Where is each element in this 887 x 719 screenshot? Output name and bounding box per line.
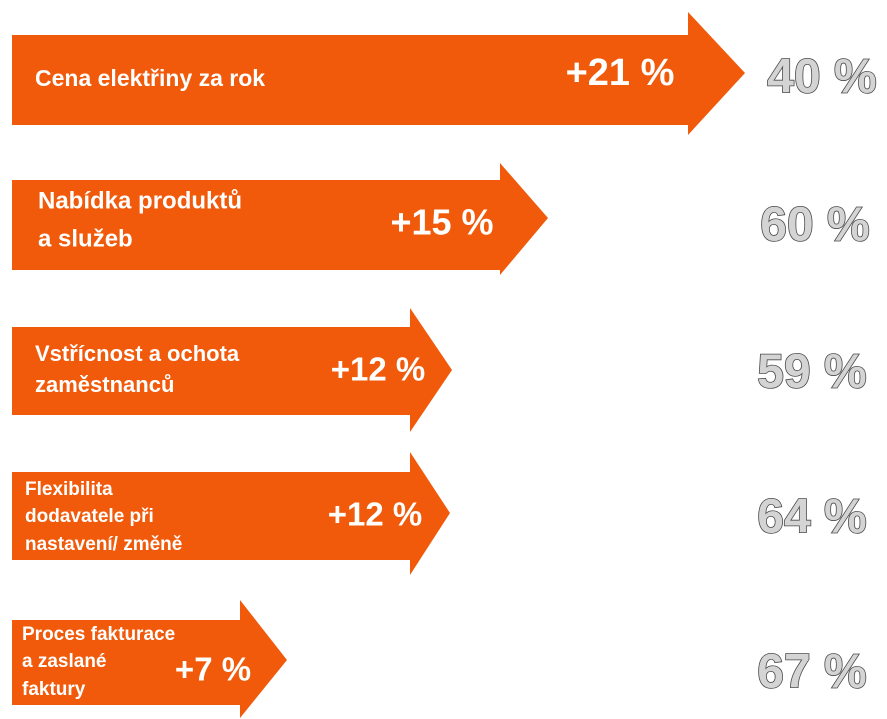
- value: 64 %: [757, 491, 866, 544]
- label: Vstřícnost a ochota: [35, 341, 240, 366]
- label: faktury: [22, 679, 86, 700]
- label: zaměstnanců: [35, 372, 174, 397]
- label: Cena elektřiny za rok: [35, 65, 265, 91]
- arrow: [12, 600, 287, 718]
- change: +7 %: [175, 651, 251, 688]
- value: 59 %: [757, 346, 866, 399]
- label: dodavatele při: [25, 506, 154, 527]
- arrow: [12, 163, 548, 275]
- label: nastavení/ změně: [25, 534, 182, 555]
- label: Flexibilita: [25, 479, 113, 500]
- arrow: [12, 308, 452, 432]
- change: +12 %: [328, 496, 423, 533]
- change: +12 %: [331, 351, 426, 388]
- arrow: [12, 12, 745, 135]
- label: Nabídka produktů: [38, 187, 242, 214]
- arrow: [12, 452, 450, 575]
- change: +21 %: [566, 52, 675, 94]
- value: 60 %: [760, 199, 869, 252]
- label: a služeb: [38, 225, 133, 252]
- label: a zaslané: [22, 651, 107, 672]
- label: Proces fakturace: [22, 624, 175, 645]
- change: +15 %: [390, 202, 493, 243]
- value: 67 %: [757, 646, 866, 699]
- value: 40 %: [767, 51, 876, 104]
